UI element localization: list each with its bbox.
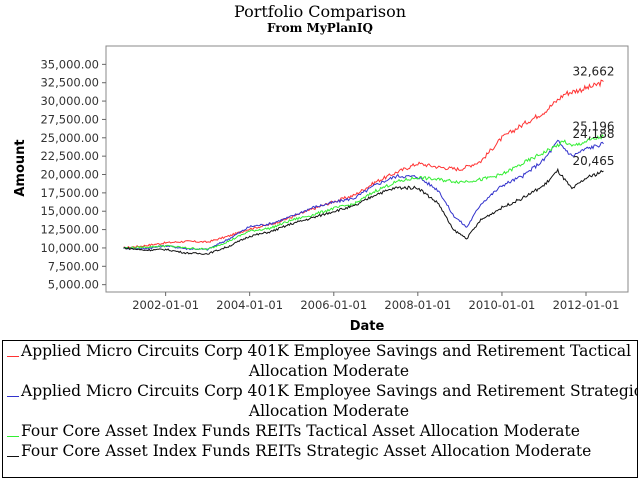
legend-label-line2: Allocation Moderate [248,362,410,380]
legend-label-line1: Applied Micro Circuits Corp 401K Employe… [21,342,632,360]
chart-title: Portfolio Comparison [233,2,407,21]
x-tick-label: 2008-01-01 [384,298,451,312]
legend-item: Applied Micro Circuits Corp 401K Employe… [3,341,637,381]
x-tick-label: 2002-01-01 [132,298,199,312]
end-value-label: 32,662 [572,65,614,79]
legend-label-line1: Four Core Asset Index Funds REITs Tactic… [21,422,580,440]
x-axis-label: Date [350,319,385,334]
y-tick-label: 27,500.00 [40,112,99,126]
y-tick-label: 35,000.00 [40,57,99,71]
end-value-label: 20,465 [572,154,614,168]
legend-item: Four Core Asset Index Funds REITs Strate… [3,441,637,461]
y-tick-label: 5,000.00 [48,278,99,292]
x-tick-label: 2010-01-01 [469,298,536,312]
x-tick-label: 2012-01-01 [553,298,620,312]
legend: Applied Micro Circuits Corp 401K Employe… [2,340,638,478]
legend-label-line1: Applied Micro Circuits Corp 401K Employe… [21,382,638,400]
y-axis-label: Amount [13,139,28,196]
legend-label-line2: Allocation Moderate [248,402,410,420]
legend-swatch [7,356,19,357]
y-tick-label: 15,000.00 [40,204,99,218]
legend-label-line1: Four Core Asset Index Funds REITs Strate… [21,442,592,460]
line-chart: 5,000.00 7,500.00 10,000.00 12,500.00 15,000… [13,45,629,334]
x-tick-label: 2004-01-01 [216,298,283,312]
y-tick-label: 32,500.00 [40,76,99,90]
legend-swatch [7,436,19,437]
end-value-label: 24,188 [572,127,614,141]
y-tick-label: 25,000.00 [40,131,99,145]
y-tick-label: 22,500.00 [40,149,99,163]
end-value-label: 25,196 [572,119,614,133]
legend-swatch [7,456,19,457]
series-line [123,134,604,251]
y-tick-label: 12,500.00 [40,223,99,237]
plot-area [105,45,629,293]
y-tick-label: 7,500.00 [48,259,99,273]
chart-subtitle: From MyPlanIQ [267,21,373,35]
series-line [123,167,604,255]
y-tick-label: 17,500.00 [40,186,99,200]
y-tick-label: 10,000.00 [40,241,99,255]
x-tick-label: 2006-01-01 [300,298,367,312]
legend-item: Four Core Asset Index Funds REITs Tactic… [3,421,637,441]
y-tick-label: 20,000.00 [40,168,99,182]
legend-item: Applied Micro Circuits Corp 401K Employe… [3,381,637,421]
y-tick-label: 30,000.00 [40,94,99,108]
legend-swatch [7,396,19,397]
